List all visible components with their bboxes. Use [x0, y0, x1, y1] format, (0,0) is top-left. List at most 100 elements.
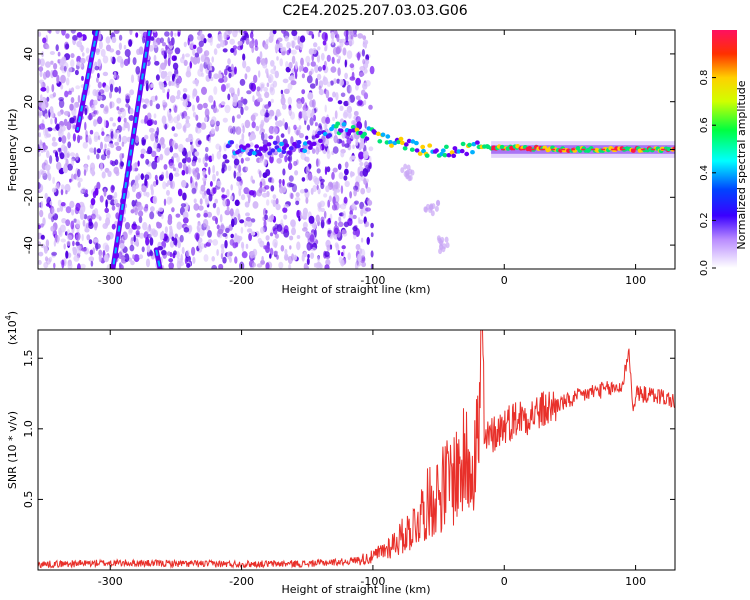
noise-speckle: [169, 240, 175, 248]
noise-speckle: [95, 91, 99, 97]
noise-speckle: [127, 123, 130, 132]
noise-speckle: [72, 34, 78, 41]
noise-speckle: [71, 158, 75, 166]
noise-speckle: [150, 36, 155, 41]
noise-speckle: [329, 244, 333, 250]
noise-speckle: [329, 213, 333, 221]
noise-speckle: [220, 84, 227, 92]
noise-speckle: [90, 213, 96, 220]
noise-speckle: [190, 144, 194, 153]
noise-speckle: [354, 200, 359, 205]
noise-speckle: [164, 31, 170, 37]
y-tick-label: -20: [22, 188, 35, 206]
noise-speckle: [303, 103, 307, 112]
signal-mark: [385, 134, 391, 139]
noise-speckle: [334, 126, 338, 135]
noise-speckle: [283, 225, 289, 234]
noise-speckle: [220, 39, 226, 48]
noise-speckle: [241, 251, 248, 259]
noise-speckle: [311, 109, 315, 117]
noise-speckle: [261, 192, 268, 198]
noise-speckle: [146, 244, 151, 253]
noise-speckle: [208, 136, 212, 143]
noise-speckle: [215, 124, 220, 132]
noise-speckle: [228, 72, 232, 79]
noise-speckle: [102, 242, 109, 251]
noise-speckle: [69, 103, 74, 111]
noise-speckle: [265, 235, 270, 241]
noise-speckle: [349, 76, 356, 81]
noise-speckle: [38, 182, 41, 190]
noise-speckle: [275, 203, 281, 211]
noise-speckle: [365, 80, 371, 87]
noise-speckle: [357, 217, 361, 224]
noise-speckle: [125, 103, 130, 108]
noise-speckle: [290, 192, 294, 200]
noise-speckle: [324, 251, 330, 258]
noise-speckle: [48, 30, 52, 34]
noise-speckle: [121, 141, 125, 147]
noise-speckle: [351, 120, 357, 125]
noise-speckle: [320, 216, 325, 223]
noise-speckle: [204, 243, 207, 248]
noise-speckle: [129, 244, 135, 252]
signal-mark: [302, 148, 308, 153]
noise-speckle: [60, 238, 66, 243]
noise-speckle: [264, 112, 270, 118]
noise-speckle: [212, 173, 216, 182]
noise-speckle: [98, 249, 103, 257]
noise-speckle: [70, 53, 75, 59]
noise-speckle: [81, 204, 86, 213]
noise-speckle: [250, 231, 256, 236]
noise-speckle: [111, 205, 116, 211]
noise-speckle: [325, 259, 331, 266]
noise-speckle: [185, 249, 190, 257]
x-tick-label: 0: [501, 575, 508, 588]
noise-speckle: [350, 35, 353, 40]
noise-speckle: [162, 181, 167, 190]
noise-speckle: [190, 176, 193, 184]
noise-speckle: [194, 52, 200, 58]
noise-speckle: [192, 111, 197, 118]
noise-speckle: [227, 125, 233, 133]
noise-speckle: [280, 245, 285, 252]
noise-speckle: [250, 114, 256, 122]
noise-speckle: [326, 81, 332, 87]
noise-speckle: [174, 47, 181, 55]
noise-speckle: [104, 143, 107, 149]
noise-speckle: [49, 155, 53, 164]
noise-speckle: [70, 97, 75, 104]
noise-speckle: [244, 220, 248, 228]
noise-speckle: [169, 95, 176, 104]
noise-speckle: [262, 63, 268, 69]
noise-speckle: [92, 191, 97, 199]
noise-speckle: [206, 188, 211, 195]
signal-mark: [449, 150, 455, 155]
noise-speckle: [293, 254, 297, 261]
noise-speckle: [117, 116, 122, 123]
noise-speckle: [60, 74, 66, 84]
noise-speckle: [187, 150, 192, 159]
snr-multiplier: (x104): [4, 311, 19, 345]
signal-mark: [296, 140, 302, 145]
noise-speckle: [148, 45, 154, 52]
noise-speckle: [249, 135, 253, 142]
noise-speckle: [75, 241, 80, 246]
noise-speckle: [124, 222, 131, 230]
noise-speckle: [81, 233, 84, 242]
noise-speckle: [221, 248, 225, 255]
signal-mark: [442, 153, 448, 158]
noise-speckle: [153, 141, 158, 149]
noise-speckle: [291, 55, 296, 64]
noise-speckle: [189, 40, 194, 50]
noise-speckle: [324, 104, 327, 113]
noise-speckle: [43, 245, 48, 254]
noise-speckle: [111, 185, 115, 191]
noise-speckle: [173, 133, 178, 138]
noise-speckle: [264, 159, 268, 165]
noise-speckle: [269, 83, 275, 92]
noise-speckle: [368, 155, 372, 163]
noise-speckle: [335, 92, 339, 101]
noise-speckle: [66, 240, 71, 247]
noise-speckle: [344, 59, 347, 68]
